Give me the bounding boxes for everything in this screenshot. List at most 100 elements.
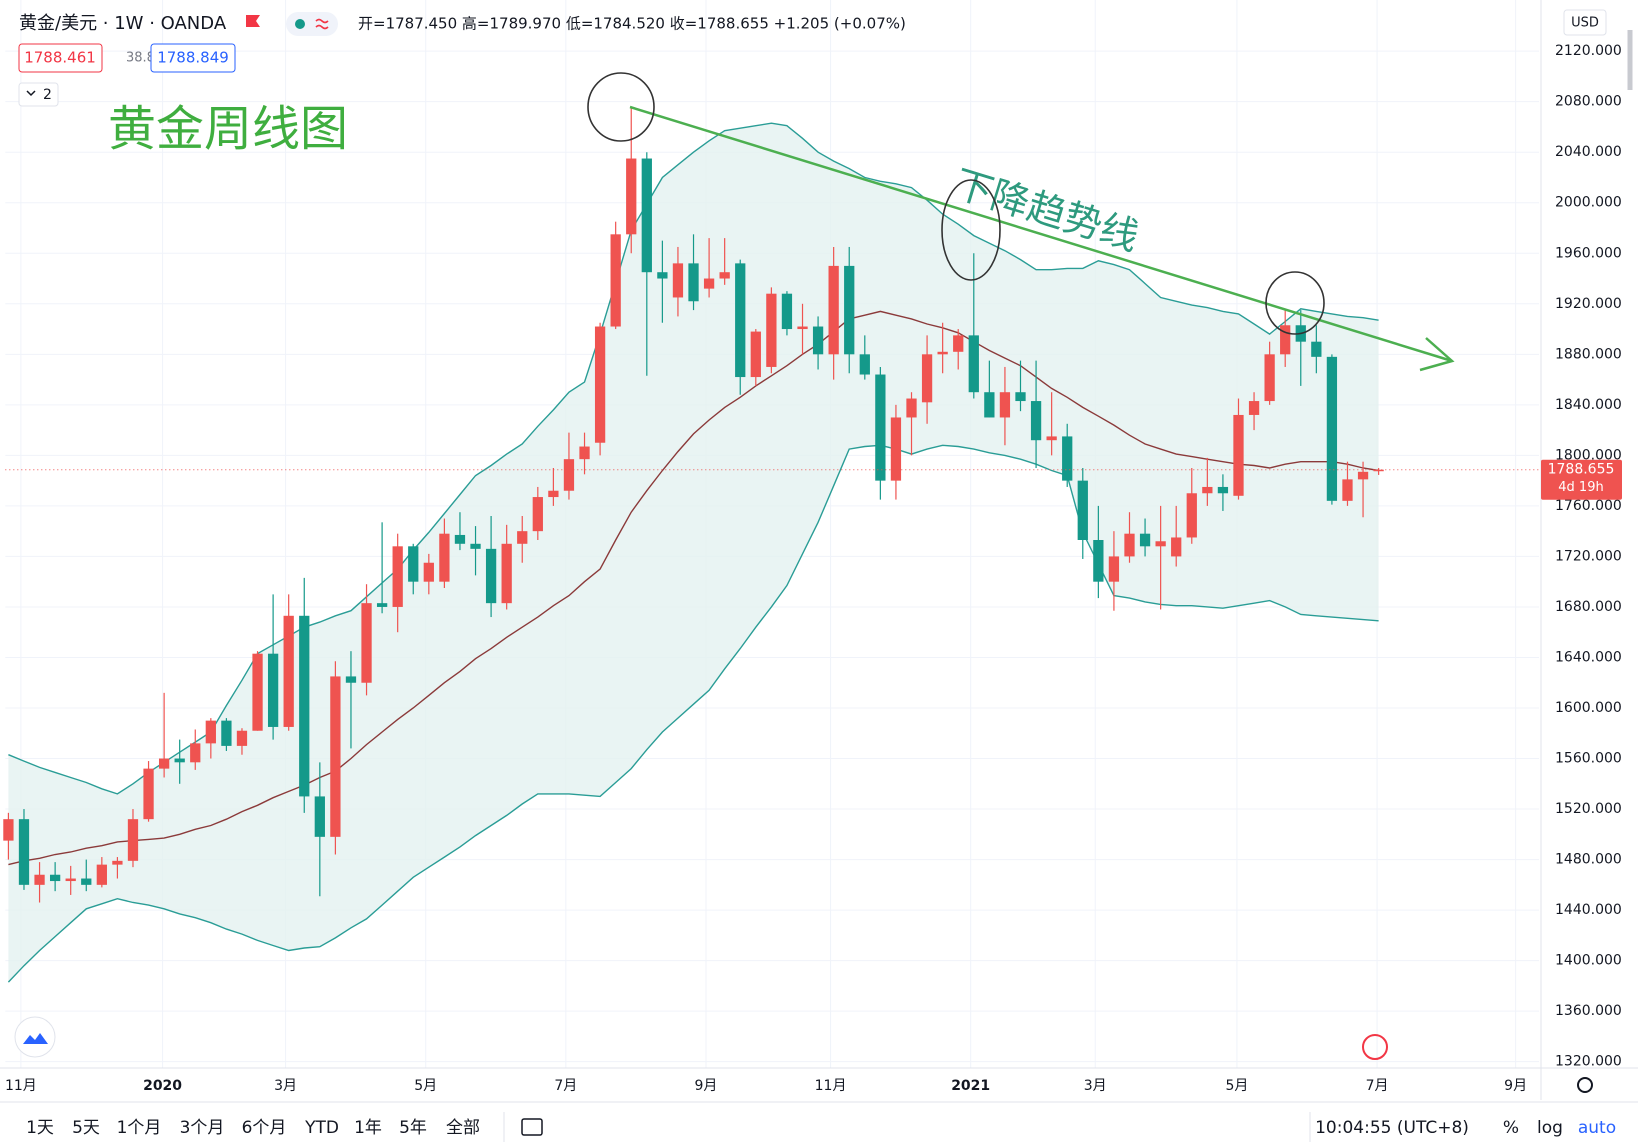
range-button[interactable]: 1年 <box>354 1118 382 1138</box>
y-tick-label: 2000.000 <box>1555 195 1622 211</box>
clock: 10:04:55 (UTC+8) <box>1315 1118 1469 1138</box>
candle-body <box>532 497 543 532</box>
range-button[interactable]: 5天 <box>72 1118 100 1138</box>
candle-body <box>408 546 419 582</box>
candle-body <box>750 331 761 378</box>
candle-body <box>392 546 403 607</box>
chevron <box>26 90 36 97</box>
y-tick-label: 1480.000 <box>1555 852 1622 868</box>
y-tick-label: 1400.000 <box>1555 953 1622 969</box>
range-button[interactable]: 1个月 <box>117 1118 162 1138</box>
candle-body <box>1326 356 1338 501</box>
status-wave <box>315 18 329 30</box>
x-tick-label: 9月 <box>695 1078 718 1094</box>
range-button[interactable]: 3个月 <box>180 1118 225 1138</box>
x-tick-label: 11月 <box>815 1078 847 1094</box>
x-tick-label: 2020 <box>143 1078 182 1094</box>
scale-option[interactable]: auto <box>1578 1118 1616 1138</box>
toolbar: 1天 5天 1个月 3个月 6个月 YTD 1年 5年 全部% log auto <box>26 1118 1616 1138</box>
candle-body <box>439 533 450 582</box>
trend-line <box>629 105 1453 363</box>
candle-body <box>1077 480 1088 540</box>
candle-body <box>890 417 902 481</box>
candle-body <box>703 278 715 289</box>
candle-body <box>501 543 512 604</box>
range-button[interactable]: YTD <box>304 1118 339 1138</box>
candle-body <box>735 263 746 378</box>
candle-body <box>1046 436 1057 441</box>
candle-body <box>18 819 30 885</box>
candle-body <box>1030 401 1042 441</box>
candle-body <box>143 768 154 820</box>
candle-body <box>1108 556 1120 582</box>
candle-body <box>859 354 870 375</box>
y-tick-label: 1920.000 <box>1555 296 1622 312</box>
logo[interactable] <box>14 1016 56 1058</box>
y-tick-label: 1520.000 <box>1555 801 1622 817</box>
range-button[interactable]: 6个月 <box>242 1118 287 1138</box>
event-icon[interactable] <box>1362 1034 1388 1060</box>
candle-body <box>875 374 886 481</box>
y-tick-label: 1560.000 <box>1555 751 1622 767</box>
spread: 38.8 <box>126 51 155 66</box>
range-button[interactable]: 1天 <box>26 1118 54 1138</box>
indicator-toggle[interactable] <box>18 82 59 107</box>
candle-body <box>672 263 684 298</box>
candle-body <box>1217 486 1229 494</box>
range-button[interactable]: 5年 <box>399 1118 427 1138</box>
band-lower <box>7 444 1379 983</box>
candle-body <box>766 293 777 367</box>
y-tick-label: 1720.000 <box>1555 548 1622 564</box>
candle-body <box>828 265 839 355</box>
currency: USD <box>1571 16 1599 31</box>
candle-body <box>812 326 824 355</box>
price-tag-countdown: 4d 19h <box>1558 480 1603 495</box>
currency-box[interactable] <box>1563 9 1607 36</box>
candle-body <box>921 354 933 403</box>
candle-body <box>252 653 263 731</box>
candle-body <box>314 796 325 837</box>
y-tick-label: 1960.000 <box>1555 245 1622 261</box>
candle-body <box>797 326 808 330</box>
y-tick-label: 2120.000 <box>1555 43 1622 59</box>
symbol-title: 黄金/美元 · 1W · OANDA <box>19 13 227 34</box>
settings-gear[interactable] <box>1577 1077 1593 1093</box>
logo-mark <box>23 1033 48 1044</box>
date-range-icon[interactable] <box>521 1118 543 1136</box>
bid-box[interactable] <box>18 43 103 73</box>
candle-body <box>299 615 310 797</box>
y-tick-label: 1800.000 <box>1555 447 1622 463</box>
candle-body <box>361 603 372 683</box>
y-tick-label: 1360.000 <box>1555 1003 1622 1019</box>
candle-body <box>127 819 139 861</box>
ohlc-legend: 开=1787.450 高=1789.970 低=1784.520 收=1788.… <box>358 15 906 33</box>
x-tick-label: 7月 <box>1366 1078 1389 1094</box>
y-tick-label: 1760.000 <box>1555 498 1622 514</box>
x-tick-label: 5月 <box>414 1078 437 1094</box>
y-tick-label: 1600.000 <box>1555 700 1622 716</box>
range-button[interactable]: 全部 <box>446 1118 480 1138</box>
x-tick-label: 11月 <box>5 1078 37 1094</box>
scale-option[interactable]: % <box>1503 1118 1519 1138</box>
candle-body <box>984 392 995 418</box>
y-tick-label: 1680.000 <box>1555 599 1622 615</box>
candle-body <box>1155 541 1166 547</box>
candle-body <box>34 874 45 885</box>
candle-body <box>1233 414 1244 496</box>
x-tick-label: 9月 <box>1504 1078 1527 1094</box>
candle-body <box>1202 486 1213 494</box>
x-tick-label: 3月 <box>274 1078 297 1094</box>
candle-body <box>906 398 917 418</box>
candle-body <box>81 878 92 885</box>
status-pill[interactable] <box>286 12 338 36</box>
candle-body <box>112 860 123 865</box>
band-middle <box>8 310 1379 866</box>
ask-box[interactable] <box>150 43 236 73</box>
flag-icon <box>246 15 260 27</box>
candle-body <box>236 730 248 746</box>
candle-body <box>1171 537 1182 557</box>
candle-body <box>844 265 855 355</box>
candle-body <box>267 653 279 727</box>
scale-option[interactable]: log <box>1537 1118 1563 1138</box>
candle-body <box>1357 471 1369 480</box>
